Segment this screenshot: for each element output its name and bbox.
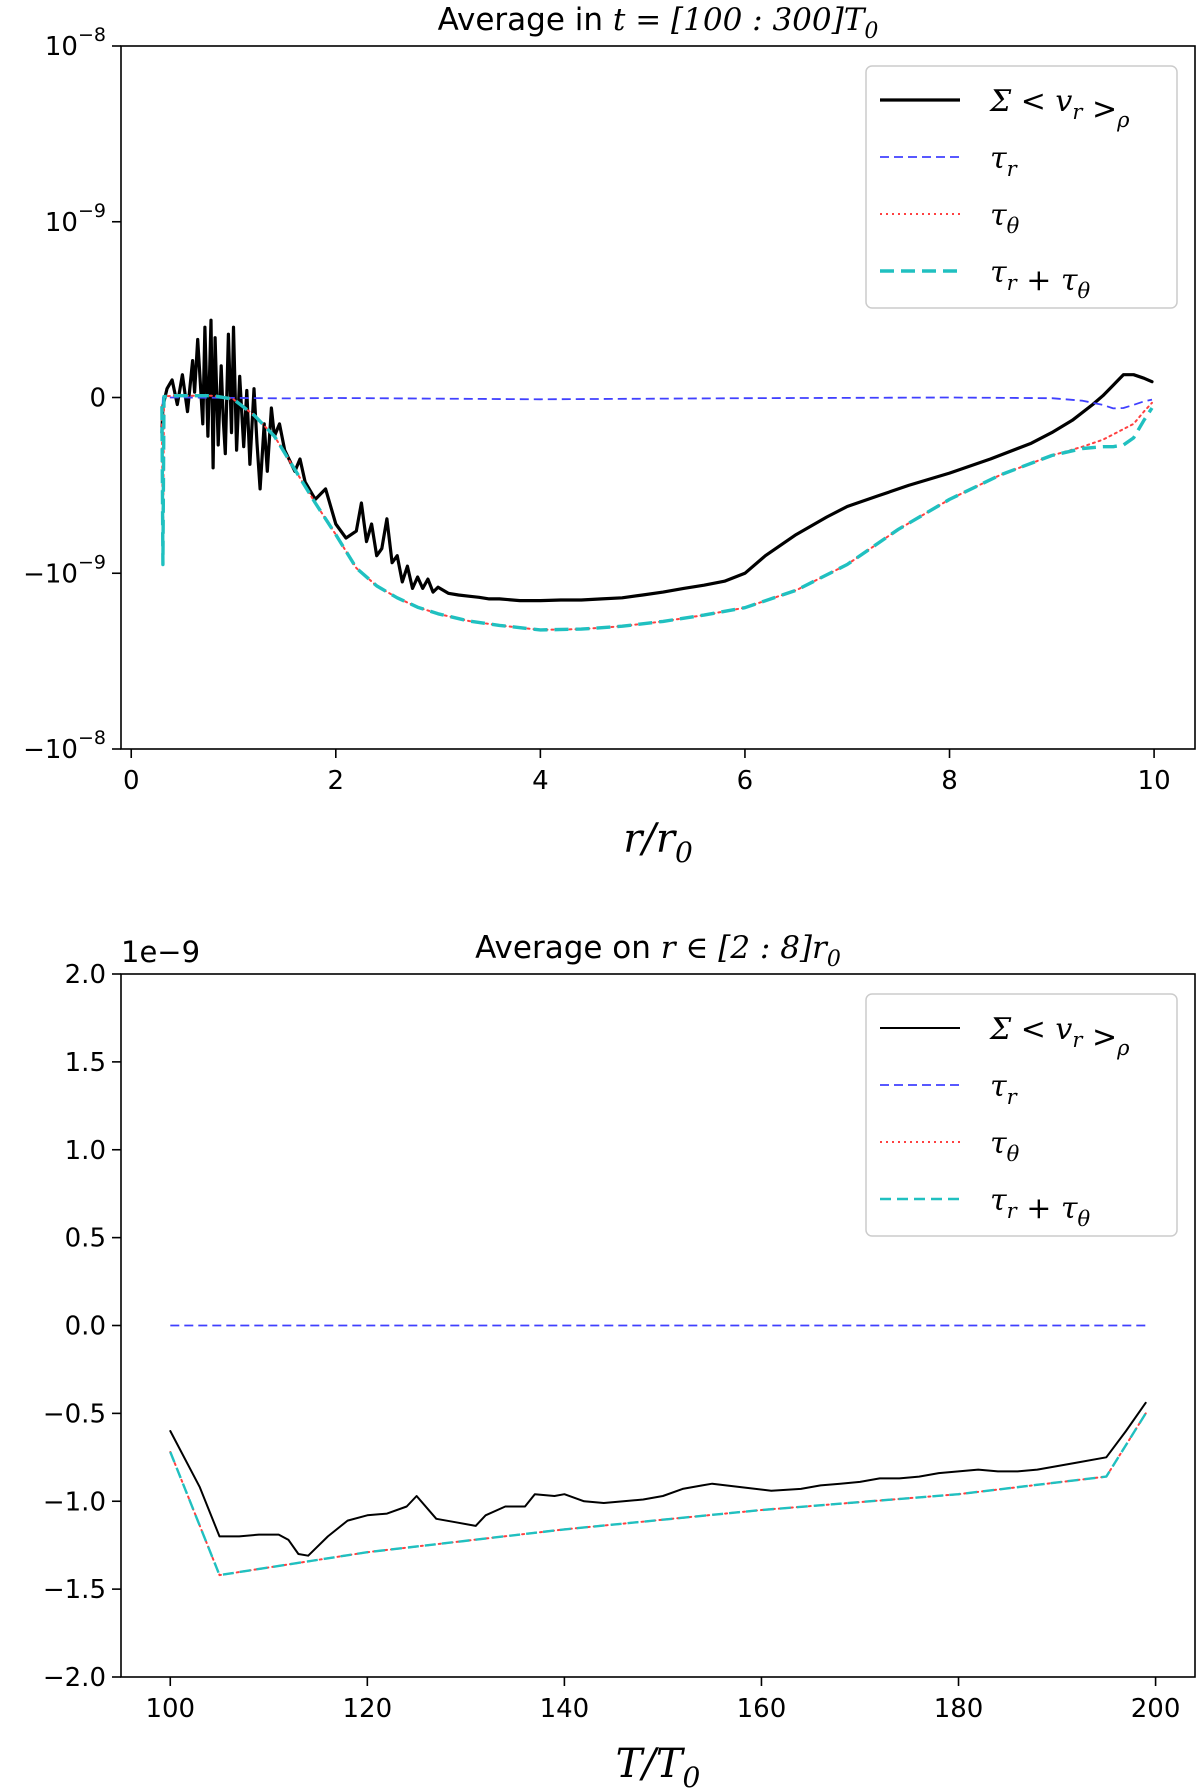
top-series-line-2 (160, 394, 1153, 631)
top-legend-label: τr + τθ (990, 255, 1090, 303)
top-series-line-3 (160, 394, 1154, 632)
bot-y-tick-label: 1.0 (65, 1136, 106, 1166)
bottom-x-axis-label: T/T0 (616, 1741, 701, 1788)
top-x-tick-label: 6 (737, 766, 754, 796)
bottom-legend: Σ < vr >ρ τr τθ τr + τθ (865, 993, 1178, 1237)
bot-x-tick-label: 160 (737, 1694, 787, 1724)
top-chart-title: Average in t = [100 : 300]T0 (438, 2, 879, 44)
top-series-line-0 (160, 318, 1154, 603)
bot-y-tick-label: 0.0 (65, 1312, 106, 1342)
top-x-tick-label: 2 (328, 766, 345, 796)
bottom-chart-title: Average on r ∈ [2 : 8]r0 (475, 930, 841, 972)
top-x-tick-label: 4 (532, 766, 549, 796)
top-x-tick-label: 0 (123, 766, 140, 796)
bottom-offset-label: 1e−9 (121, 935, 200, 969)
bot-series-line-0 (169, 1401, 1147, 1557)
bot-x-tick-label: 120 (343, 1694, 393, 1724)
top-x-tick-label: 8 (941, 766, 958, 796)
bot-y-tick-label: 2.0 (65, 960, 106, 990)
top-legend-label: τr (990, 141, 1019, 181)
bot-x-tick-label: 200 (1131, 1694, 1181, 1724)
bottom-series-group (169, 1324, 1147, 1577)
top-legend: Σ < vr >ρ τr τθ τr + τθ (865, 65, 1178, 309)
bot-y-tick-label: −1.5 (43, 1575, 106, 1605)
top-series-group (160, 318, 1154, 632)
bot-legend-label: τr (990, 1069, 1019, 1109)
bot-x-tick-label: 140 (540, 1694, 590, 1724)
bot-y-tick-label: −1.0 (43, 1487, 106, 1517)
bot-x-tick-label: 180 (934, 1694, 984, 1724)
bot-series-line-3 (169, 1412, 1147, 1577)
top-legend-label: τθ (990, 198, 1020, 238)
top-y-tick-label: 0 (89, 384, 106, 414)
bot-y-tick-label: 0.5 (65, 1224, 106, 1254)
bot-legend-label: Σ < vr >ρ (989, 1012, 1130, 1060)
bot-y-tick-label: −0.5 (43, 1399, 106, 1429)
bottom-axes: 100 120 140 160 180 200 2.0 1.5 1.0 0.5 0.0 −0.5 −1.… (43, 960, 1181, 1724)
bot-series-line-2 (169, 1412, 1147, 1577)
top-x-axis-label: r/r0 (623, 816, 693, 869)
top-axes: 0 2 4 6 8 10 10−8 10−9 0 −10−9 −10−8 (23, 24, 1171, 796)
top-y-tick-label: 10−8 (45, 24, 106, 62)
top-legend-label: Σ < vr >ρ (989, 84, 1130, 132)
top-series-line-1 (161, 396, 1153, 433)
top-y-tick-label: 10−9 (45, 200, 106, 238)
top-y-tick-label: −10−9 (23, 551, 106, 589)
bot-y-tick-label: −2.0 (43, 1663, 106, 1693)
bot-x-tick-label: 100 (145, 1694, 195, 1724)
top-x-tick-label: 10 (1138, 766, 1171, 796)
top-chart: Average in t = [100 : 300]T0 0 2 4 6 8 10 10−8… (23, 2, 1196, 869)
bottom-chart: Average on r ∈ [2 : 8]r0 1e−9 100 120 140 1… (43, 930, 1196, 1788)
bot-legend-box (865, 993, 1178, 1237)
bot-legend-label: τθ (990, 1126, 1020, 1166)
top-legend-box (865, 65, 1178, 309)
top-y-tick-label: −10−8 (23, 727, 106, 765)
bot-legend-label: τr + τθ (990, 1183, 1090, 1231)
bot-y-tick-label: 1.5 (65, 1048, 106, 1078)
